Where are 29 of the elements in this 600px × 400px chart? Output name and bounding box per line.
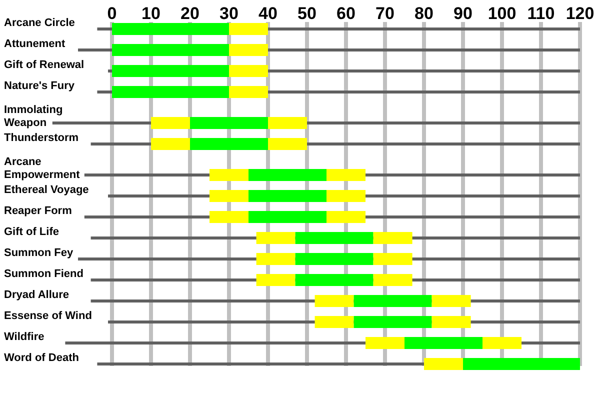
x-tick-label: 40 [258,4,278,23]
y-tick-label: Dryad Allure [4,289,70,301]
x-tick-label: 0 [107,4,117,23]
y-tick-label: Attunement [4,38,66,50]
y-tick-label: Arcane Circle [4,17,75,29]
y-tick-label: Reaper Form [4,205,72,217]
x-tick-label: 110 [527,4,555,23]
x-tick-label: 50 [298,4,316,23]
y-tick-label: Thunderstorm [4,132,79,144]
x-tick-label: 10 [142,4,160,23]
x-tick-label: 120 [566,4,594,23]
y-tick-label: Immolating Weapon [4,104,63,129]
y-tick-label: Wildfire [4,331,44,343]
y-tick-label: Summon Fey [4,247,74,259]
y-tick-label: Gift of Life [4,226,59,238]
x-tick-label: 70 [376,4,394,23]
y-tick-label: Word of Death [4,352,80,364]
y-tick-label: Nature's Fury [4,80,76,92]
x-tick-label: 60 [336,4,356,23]
x-tick-label: 80 [414,4,434,23]
y-tick-label: Ethereal Voyage [4,184,89,196]
x-tick-label: 100 [488,4,516,23]
y-tick-label: Gift of Renewal [4,59,84,71]
x-tick-label: 90 [454,4,472,23]
y-tick-label: Summon Fiend [4,268,84,280]
y-tick-label: Essense of Wind [4,310,92,322]
y-tick-label: Arcane Empowerment [4,156,80,181]
x-tick-label: 20 [180,4,200,23]
x-tick-label: 30 [220,4,238,23]
